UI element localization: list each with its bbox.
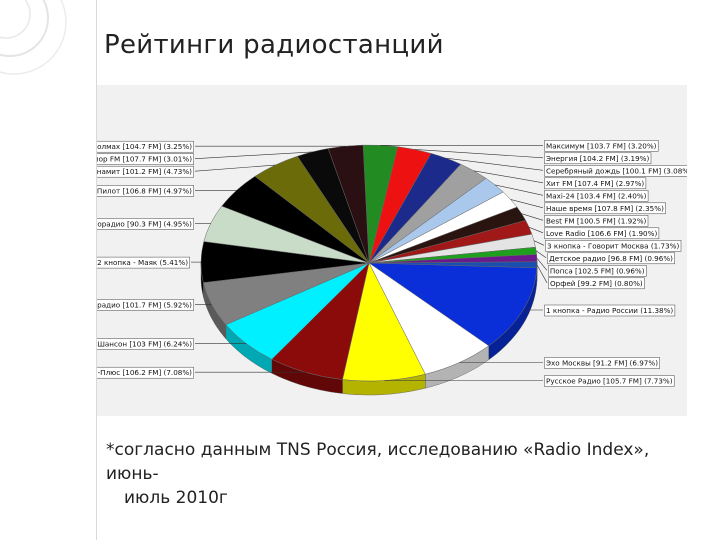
footnote-line-1: *согласно данным TNS Россия, исследовани… (106, 440, 650, 484)
page-title: Рейтинги радиостанций (104, 30, 444, 60)
slice-label-box-17 (97, 299, 194, 311)
slice-label-box-8 (545, 240, 682, 252)
slice-label-0: Максимум [103.7 FM] (3.20%) (546, 141, 657, 150)
pie-labels: Максимум [103.7 FM] (3.20%) Энергия [104.… (97, 140, 687, 387)
leader-line-7 (528, 227, 544, 234)
slice-label-box-21 (97, 165, 194, 178)
slice-label-17: Наше радио [101.7 FM] (5.92%) (97, 300, 192, 309)
leader-line-11 (536, 264, 548, 283)
leader-line-1 (414, 149, 544, 159)
pie-slices (200, 144, 538, 382)
slice-label-21: Динамит [101.2 FM] (4.73%) (97, 167, 192, 176)
slice-label-11: Орфей [99.2 FM] (0.80%) (550, 279, 643, 288)
leader-line-10 (536, 258, 548, 271)
slice-label-8: 3 кнопка - Говорит Москва (1.73%) (547, 241, 679, 250)
slice-label-14: Русское Радио [105.7 FM] (7.73%) (546, 377, 673, 386)
slice-label-box-18 (97, 256, 190, 269)
slice-label-box-1 (544, 152, 652, 165)
slice-label-15: Европа-Плюс [106.2 FM] (7.08%) (97, 368, 192, 377)
leader-line-6 (521, 213, 544, 221)
slice-label-box-19 (97, 218, 194, 230)
leader-line-2 (446, 157, 544, 171)
slice-label-5: Наше время [107.8 FM] (2.35%) (546, 204, 664, 213)
slice-label-20: Пилот [106.8 FM] (4.97%) (97, 186, 192, 195)
slice-label-10: Попса [102.5 FM] (0.96%) (550, 266, 645, 275)
slice-label-1: Энергия [104.2 FM] (3.19%) (546, 154, 649, 163)
left-rule (96, 0, 97, 540)
slice-label-box-11 (548, 277, 645, 290)
slice-label-19: Авторадио [90.3 FM] (4.95%) (97, 219, 192, 228)
footnote: *согласно данным TNS Россия, исследовани… (106, 438, 706, 510)
leader-line-21 (194, 164, 276, 172)
leader-line-22 (194, 151, 313, 159)
slice-label-2: Серебряный дождь [100.1 FM] (3.08%) (546, 166, 687, 175)
slice-label-4: Maxi-24 [103.4 FM] (2.40%) (546, 191, 647, 200)
slice-label-box-23 (97, 140, 194, 153)
slice-label-box-3 (544, 177, 647, 190)
slice-label-9: Детское радио [96.8 FM] (0.96%) (549, 254, 673, 263)
slice-label-6: Best FM [100.5 FM] (1.92%) (546, 216, 647, 225)
slice-label-box-20 (97, 185, 194, 197)
slice-label-box-14 (544, 375, 675, 387)
slice-label-box-12 (544, 304, 676, 317)
slice-label-box-13 (544, 357, 660, 369)
pie-slice-23 (327, 144, 370, 264)
footnote-line-2: июль 2010г (124, 488, 228, 508)
slice-label-box-9 (547, 252, 675, 265)
slice-label-box-7 (544, 227, 660, 240)
slice-label-box-2 (544, 165, 687, 177)
slice-label-box-22 (97, 153, 194, 165)
slice-label-box-0 (544, 140, 659, 152)
slice-label-3: Хит FM [107.4 FM] (2.97%) (546, 179, 644, 188)
slice-label-22: Юмор FM [107.7 FM] (3.01%) (97, 155, 192, 164)
slice-label-box-4 (544, 190, 649, 202)
slice-label-box-16 (97, 338, 194, 350)
leader-line-4 (494, 184, 544, 196)
leader-line-8 (533, 240, 545, 246)
leader-line-9 (535, 250, 547, 259)
slice-label-box-10 (548, 265, 647, 277)
pie-chart: Максимум [103.7 FM] (3.20%) Энергия [104.… (97, 140, 687, 396)
pie-sides (200, 260, 538, 396)
slice-label-12: 1 кнопка - Радио России (11.38%) (546, 306, 673, 315)
leader-line-3 (473, 170, 544, 184)
slice-label-7: Love Radio [106.6 FM] (1.90%) (546, 229, 657, 238)
pie-chart-panel: Максимум [103.7 FM] (3.20%) Энергия [104.… (97, 85, 687, 416)
slice-label-16: Шансон [103 FM] (6.24%) (97, 340, 192, 349)
slice-label-box-5 (544, 202, 666, 215)
slice-label-box-15 (97, 366, 194, 379)
corner-ornament (0, 0, 67, 75)
slice-label-23: Радио на 7 холмах [104.7 FM] (3.25%) (97, 142, 192, 151)
leader-line-5 (510, 199, 544, 209)
slice-label-18: 2 кнопка - Маяк (5.41%) (97, 258, 188, 267)
slice-label-box-6 (544, 215, 649, 227)
slice-label-13: Эхо Москвы [91.2 FM] (6.97%) (546, 359, 658, 368)
